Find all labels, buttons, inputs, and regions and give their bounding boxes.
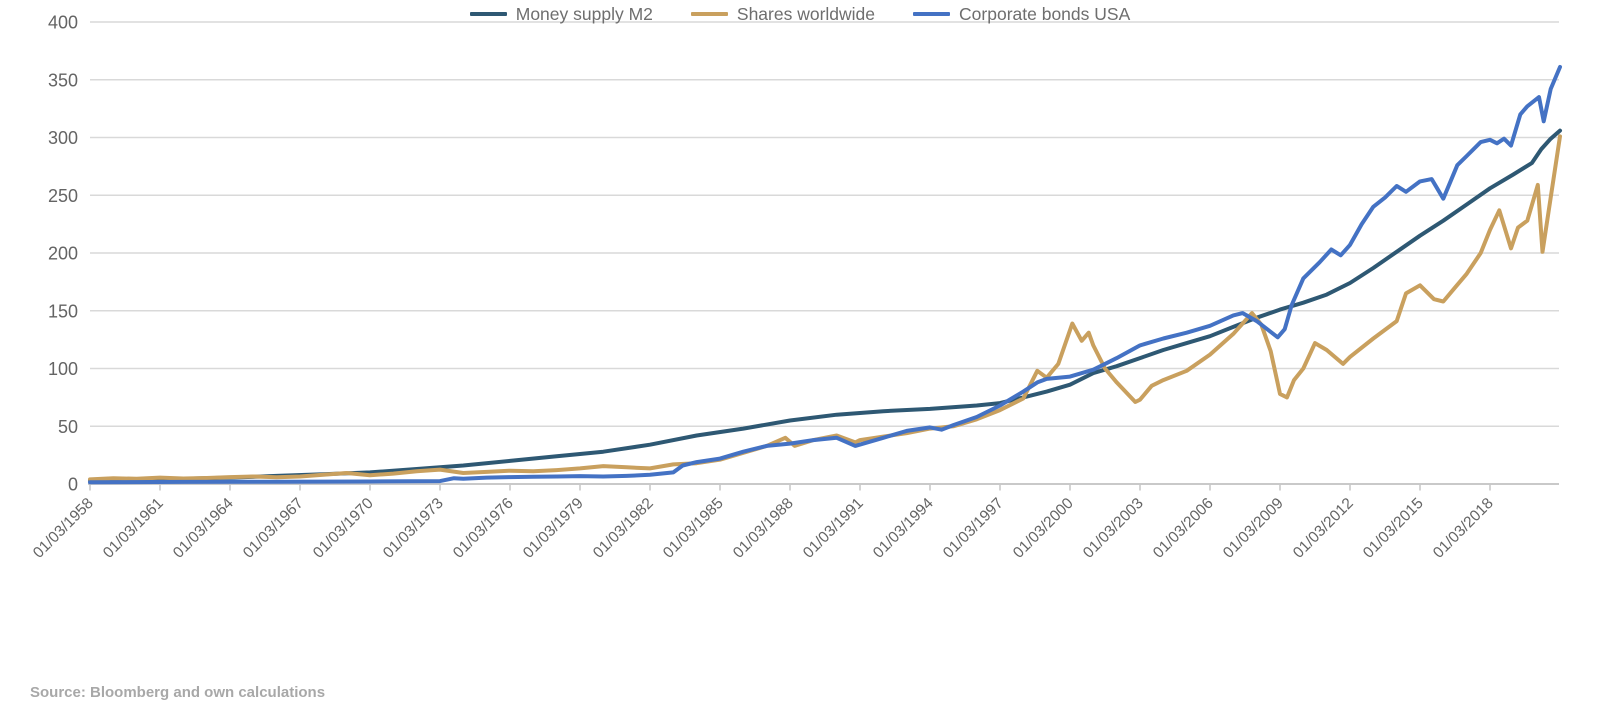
x-tick-label: 01/03/1988 bbox=[730, 495, 797, 562]
y-tick-label: 350 bbox=[48, 70, 78, 90]
x-tick-label: 01/03/1997 bbox=[940, 495, 1007, 562]
x-tick-label: 01/03/2003 bbox=[1080, 495, 1147, 562]
x-tick-label: 01/03/2006 bbox=[1150, 495, 1217, 562]
x-tick-label: 01/03/1967 bbox=[240, 495, 307, 562]
chart-legend: Money supply M2 Shares worldwide Corpora… bbox=[0, 0, 1600, 28]
x-tick-label: 01/03/1958 bbox=[30, 495, 97, 562]
x-tick-label: 01/03/1964 bbox=[170, 495, 237, 562]
legend-label-money-supply-m2: Money supply M2 bbox=[515, 3, 653, 24]
x-tick-label: 01/03/2018 bbox=[1430, 495, 1497, 562]
y-tick-label: 150 bbox=[48, 301, 78, 321]
y-tick-label: 50 bbox=[58, 417, 78, 437]
x-tick-label: 01/03/1994 bbox=[870, 495, 937, 562]
x-tick-label: 01/03/1973 bbox=[380, 495, 447, 562]
x-tick-label: 01/03/1985 bbox=[660, 495, 727, 562]
series-line-corporate-bonds-usa bbox=[88, 65, 1562, 485]
y-tick-label: 100 bbox=[48, 359, 78, 379]
legend-swatch-corporate-bonds-usa bbox=[913, 11, 951, 17]
y-tick-label: 200 bbox=[48, 244, 78, 264]
y-tick-label: 300 bbox=[48, 128, 78, 148]
y-tick-label: 0 bbox=[68, 475, 78, 495]
legend-item-shares-worldwide: Shares worldwide bbox=[690, 3, 876, 25]
legend-swatch-shares-worldwide bbox=[690, 11, 728, 17]
x-tick-label: 01/03/1961 bbox=[100, 495, 167, 562]
source-note: Source: Bloomberg and own calculations bbox=[30, 684, 326, 701]
x-tick-label: 01/03/2012 bbox=[1290, 495, 1357, 562]
x-tick-label: 01/03/1970 bbox=[310, 495, 377, 562]
x-tick-label: 01/03/1982 bbox=[590, 495, 657, 562]
series-line-shares-worldwide bbox=[88, 134, 1562, 482]
series-line-money-supply-m2 bbox=[88, 128, 1562, 483]
legend-swatch-money-supply-m2 bbox=[469, 11, 507, 17]
legend-item-corporate-bonds-usa: Corporate bonds USA bbox=[913, 4, 1130, 25]
legend-label-corporate-bonds-usa: Corporate bonds USA bbox=[959, 3, 1131, 24]
legend-item-money-supply-m2: Money supply M2 bbox=[469, 3, 653, 25]
x-tick-label: 01/03/1976 bbox=[450, 495, 517, 562]
x-tick-label: 01/03/2000 bbox=[1010, 495, 1077, 562]
x-tick-label: 01/03/2015 bbox=[1360, 495, 1427, 562]
x-tick-label: 01/03/2009 bbox=[1220, 495, 1287, 562]
x-tick-label: 01/03/1979 bbox=[520, 495, 587, 562]
y-tick-label: 400 bbox=[48, 13, 78, 33]
x-tick-label: 01/03/1991 bbox=[800, 495, 867, 562]
legend-label-shares-worldwide: Shares worldwide bbox=[736, 3, 876, 24]
y-tick-label: 250 bbox=[48, 186, 78, 206]
